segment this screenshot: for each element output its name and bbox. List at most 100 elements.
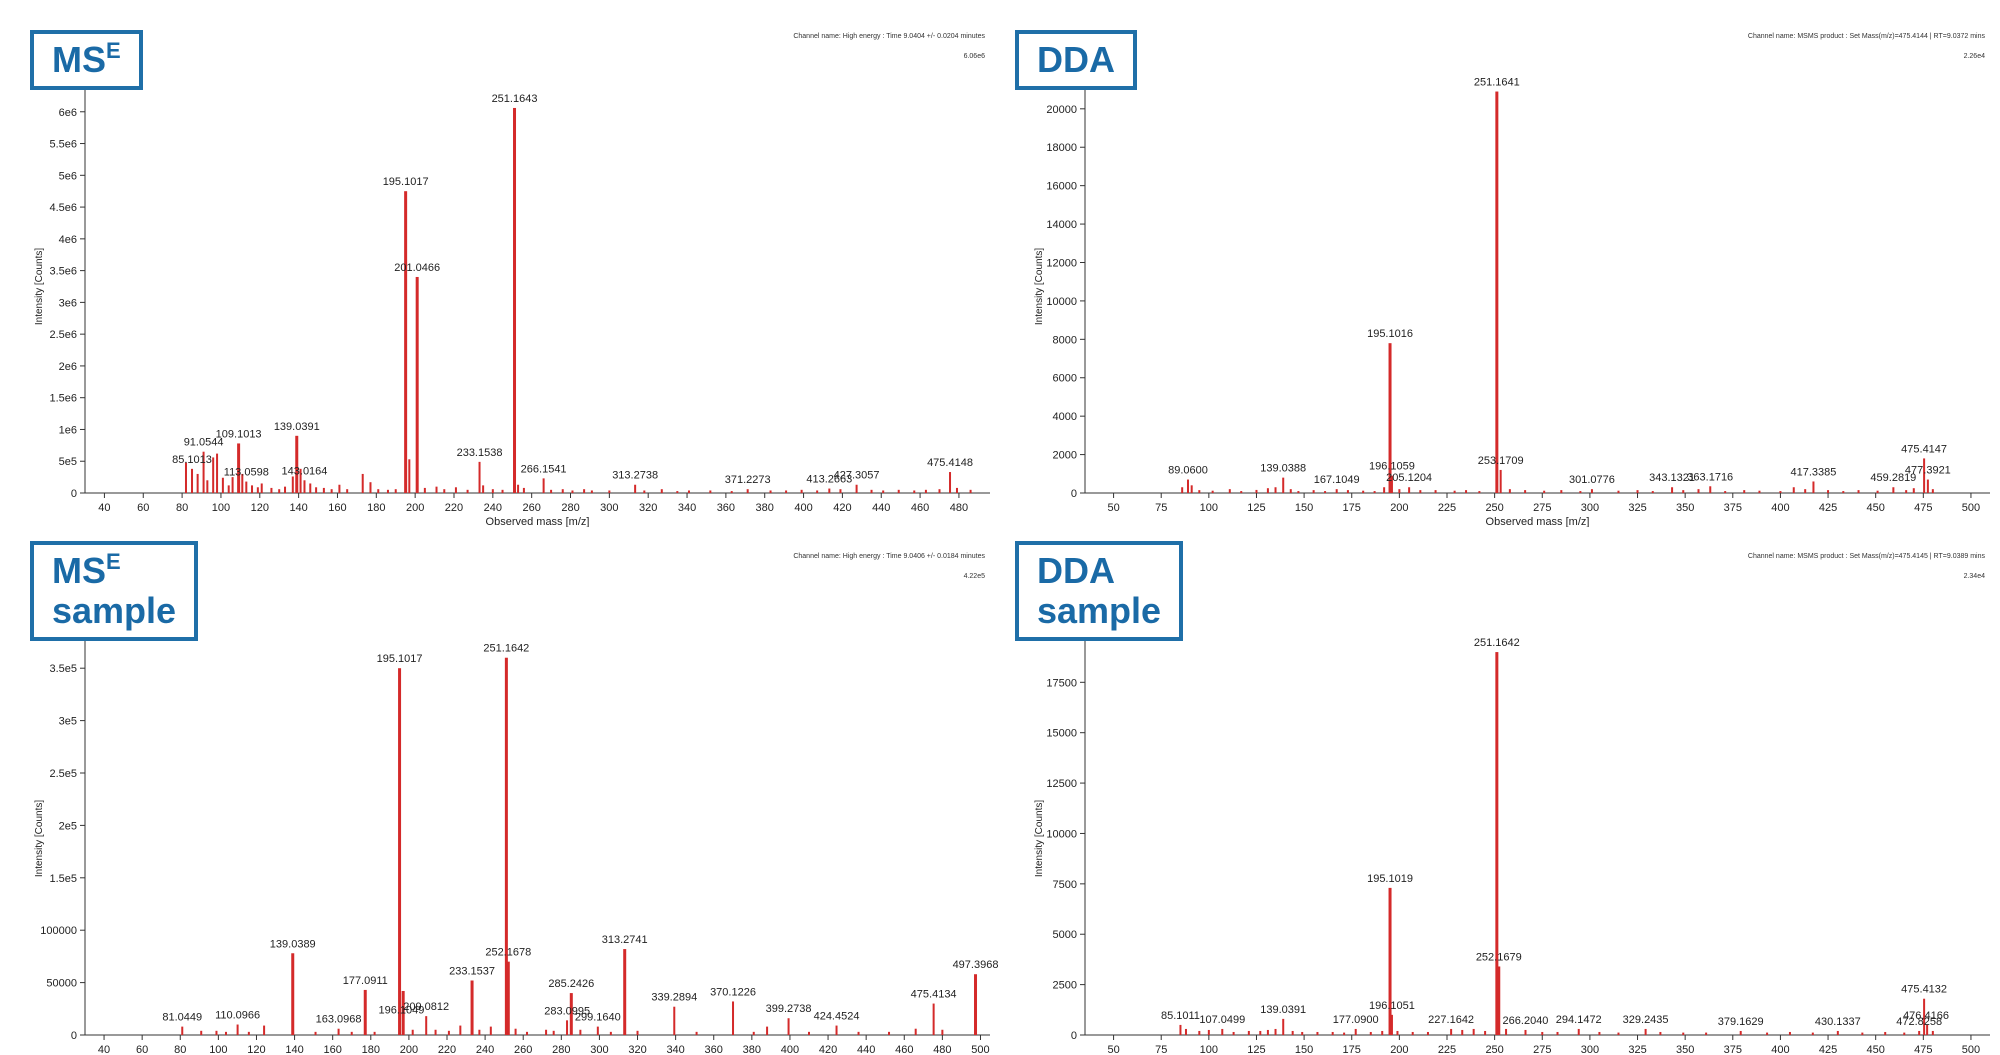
y-tick-label: 4000 [1053, 411, 1077, 423]
peak-bar [260, 483, 263, 493]
peak-label: 85.1013 [172, 454, 212, 466]
peak-bar [550, 489, 553, 493]
peak-label: 195.1019 [1367, 873, 1413, 885]
x-tick-label: 420 [833, 502, 851, 514]
peak-bar [1579, 491, 1582, 493]
peak-bar [1918, 1030, 1921, 1035]
peak-bar [1331, 1031, 1334, 1035]
peak-bar [241, 473, 244, 493]
max-intensity-label: 2.34e4 [1964, 573, 1986, 580]
peak-label: 299.1640 [575, 1012, 621, 1024]
x-tick-label: 200 [400, 1044, 418, 1054]
peak-bar [1179, 1024, 1182, 1035]
x-tick-label: 360 [717, 502, 735, 514]
x-tick-label: 480 [950, 502, 968, 514]
x-axis-title: Observed mass [m/z] [486, 516, 590, 527]
x-tick-label: 300 [1581, 502, 1599, 514]
peak-label: 497.3968 [953, 959, 999, 971]
y-tick-label: 6000 [1053, 373, 1077, 385]
y-tick-label: 0 [1071, 488, 1077, 500]
x-tick-label: 400 [1771, 502, 1789, 514]
peak-bar [800, 489, 803, 493]
x-tick-label: 80 [176, 502, 188, 514]
peak-label: 475.4134 [911, 989, 957, 1001]
panel-title-dda-sample: DDA sample [1015, 541, 1184, 641]
peak-bar [398, 668, 402, 1035]
peak-bar [411, 1029, 414, 1035]
peak-bar [1247, 1030, 1250, 1035]
peak-bar [1543, 490, 1546, 493]
peak-bar [1560, 490, 1563, 493]
peak-bar [1598, 1031, 1601, 1035]
peak-bar [513, 107, 517, 494]
peak-bar [857, 1031, 860, 1035]
y-tick-label: 18000 [1046, 142, 1077, 154]
x-tick-label: 240 [484, 502, 502, 514]
peak-bar [401, 990, 405, 1035]
y-tick-label: 6e6 [59, 107, 77, 119]
peak-label: 370.1226 [710, 986, 756, 998]
peak-bar [256, 487, 259, 493]
peak-label: 475.4147 [1901, 443, 1947, 455]
x-tick-label: 40 [98, 502, 110, 514]
y-tick-label: 1.5e6 [49, 393, 77, 405]
x-tick-label: 125 [1247, 1044, 1265, 1054]
peak-bar [949, 472, 952, 493]
x-tick-label: 280 [561, 502, 579, 514]
y-tick-label: 2e5 [59, 820, 77, 832]
peak-bar [1301, 1031, 1304, 1035]
x-tick-label: 140 [285, 1044, 303, 1054]
peak-label: 167.1049 [1314, 474, 1360, 486]
peak-bar [1297, 491, 1300, 493]
peak-bar [932, 1003, 935, 1035]
panel-mse-sample: Channel name: High energy : Time 9.0406 … [0, 527, 1000, 1054]
peak-bar [1211, 490, 1214, 493]
peak-bar [1556, 1031, 1559, 1035]
x-tick-label: 80 [174, 1044, 186, 1054]
peak-bar [196, 473, 199, 493]
peak-bar [1804, 489, 1807, 493]
y-tick-label: 2.5e5 [49, 768, 77, 780]
peak-bar [346, 489, 349, 493]
peak-bar [1912, 488, 1915, 493]
peak-bar [816, 490, 819, 493]
peak-label: 252.1678 [485, 947, 531, 959]
peak-label: 205.1204 [1386, 472, 1432, 484]
x-tick-label: 180 [367, 502, 385, 514]
peak-label: 196.1051 [1369, 1000, 1415, 1012]
peak-bar [1484, 1030, 1487, 1035]
peak-bar [470, 980, 474, 1035]
peak-bar [443, 489, 446, 493]
peak-bar [278, 489, 281, 493]
spectrum-chart-mse: Channel name: High energy : Time 9.0404 … [34, 33, 990, 527]
channel-header: Channel name: MSMS product : Set Mass(m/… [1748, 553, 1986, 560]
x-tick-label: 260 [522, 502, 540, 514]
peak-bar [489, 1026, 492, 1035]
peak-bar [1857, 490, 1860, 493]
peak-bar [1861, 1032, 1864, 1035]
peak-bar [590, 490, 593, 493]
y-tick-label: 7500 [1053, 879, 1077, 891]
x-tick-label: 100 [1200, 502, 1218, 514]
peak-bar [202, 451, 205, 493]
peak-label: 379.1629 [1718, 1016, 1764, 1028]
peak-bar [299, 468, 302, 493]
max-intensity-label: 6.06e6 [964, 53, 986, 60]
x-tick-label: 475 [1914, 502, 1932, 514]
peak-bar [504, 657, 508, 1035]
peak-bar [1354, 1028, 1357, 1035]
channel-header: Channel name: High energy : Time 9.0406 … [793, 553, 985, 560]
peak-bar [1207, 1029, 1210, 1035]
y-tick-label: 0 [71, 1030, 77, 1042]
peak-bar [839, 489, 842, 493]
peak-bar [425, 1016, 428, 1035]
peak-bar [545, 1029, 548, 1035]
x-tick-label: 475 [1914, 1044, 1932, 1054]
peak-label: 477.3921 [1905, 465, 1951, 477]
peak-label: 472.8258 [1896, 1016, 1942, 1028]
peak-bar [415, 276, 419, 493]
peak-bar [212, 457, 215, 493]
peak-bar [434, 1029, 437, 1035]
peak-bar [583, 489, 586, 493]
x-tick-label: 300 [590, 1044, 608, 1054]
